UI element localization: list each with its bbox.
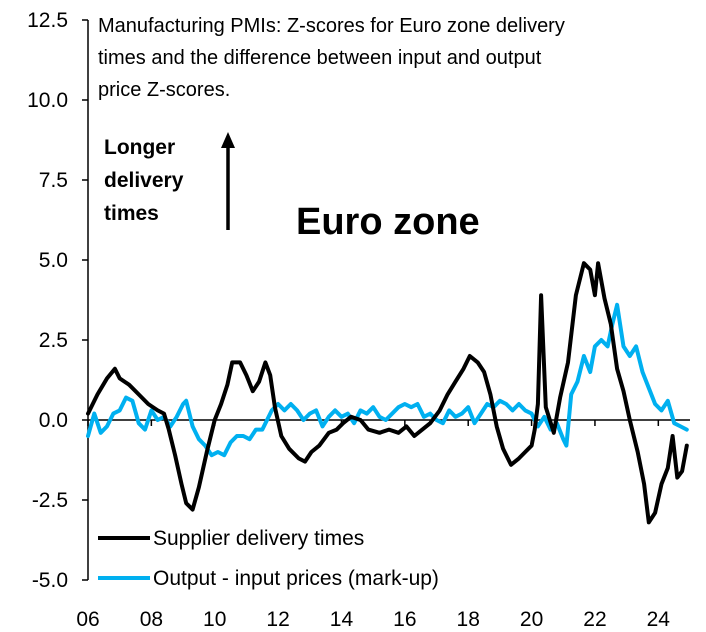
y-tick-label: -5.0 bbox=[32, 569, 68, 592]
y-axis-tick-labels: -5.0 -2.5 0.0 2.5 5.0 7.5 10.0 12.5 bbox=[27, 9, 68, 592]
x-tick-label: 16 bbox=[393, 608, 416, 631]
plot-area bbox=[86, 261, 689, 525]
x-tick-label: 24 bbox=[647, 608, 671, 631]
x-tick-label: 22 bbox=[583, 608, 606, 631]
legend-label-supplier-delivery: Supplier delivery times bbox=[153, 527, 364, 550]
y-tick-label: 10.0 bbox=[27, 89, 68, 112]
y-tick-label: 0.0 bbox=[39, 409, 68, 432]
series-line-supplier-delivery-times bbox=[86, 261, 689, 525]
x-tick-label: 08 bbox=[140, 608, 163, 631]
x-axis-tick-labels: 06 08 10 12 14 16 18 20 22 24 bbox=[76, 608, 670, 631]
x-tick-label: 10 bbox=[203, 608, 226, 631]
annotation-line-1: Longer bbox=[104, 136, 175, 159]
y-tick-label: 5.0 bbox=[39, 249, 68, 272]
axes bbox=[82, 19, 690, 581]
y-tick-label: -2.5 bbox=[32, 489, 68, 512]
legend-label-mark-up: Output - input prices (mark-up) bbox=[153, 567, 439, 590]
x-tick-label: 14 bbox=[330, 608, 354, 631]
x-tick-label: 12 bbox=[266, 608, 289, 631]
up-arrow-icon bbox=[221, 132, 235, 230]
y-tick-label: 7.5 bbox=[39, 169, 68, 192]
annotation-line-3: times bbox=[104, 202, 159, 225]
annotation-line-2: delivery bbox=[104, 169, 184, 192]
legend: Supplier delivery times Output - input p… bbox=[98, 527, 439, 590]
y-tick-label: 2.5 bbox=[39, 329, 68, 352]
x-tick-label: 06 bbox=[76, 608, 99, 631]
x-tick-label: 20 bbox=[520, 608, 543, 631]
x-tick-label: 18 bbox=[457, 608, 480, 631]
chart-title-line-1: Manufacturing PMIs: Z-scores for Euro zo… bbox=[98, 15, 565, 37]
chart-title-line-2: times and the difference between input a… bbox=[98, 47, 542, 69]
y-tick-label: 12.5 bbox=[27, 9, 68, 32]
series-line-output-input-prices bbox=[86, 302, 689, 458]
chart-title-line-3: price Z-scores. bbox=[98, 79, 230, 101]
panel-label: Euro zone bbox=[296, 201, 480, 243]
